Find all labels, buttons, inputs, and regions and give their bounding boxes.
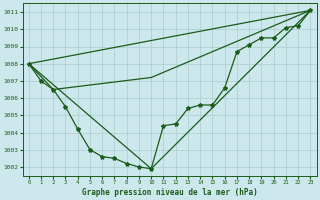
X-axis label: Graphe pression niveau de la mer (hPa): Graphe pression niveau de la mer (hPa) — [82, 188, 258, 197]
